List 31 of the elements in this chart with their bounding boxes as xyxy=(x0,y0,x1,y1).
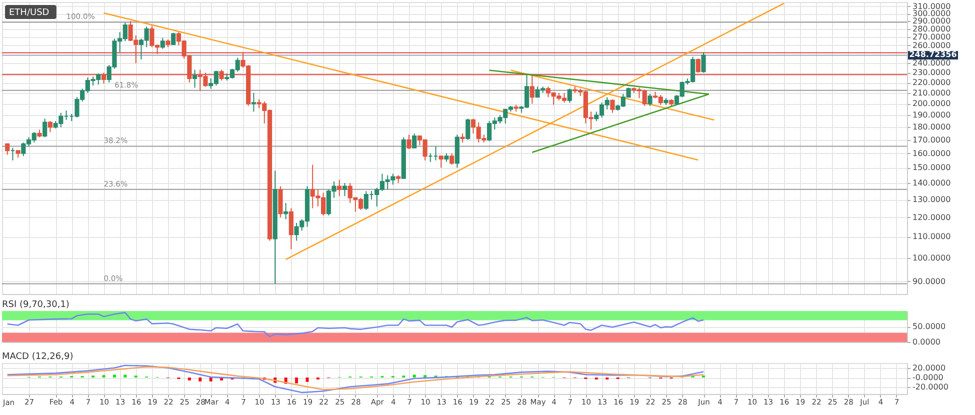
y-tick-label: -0.0000 xyxy=(912,373,944,382)
y-tick-label: 150.0000 xyxy=(912,163,951,172)
chart-title: MACD (12,26,9) xyxy=(2,352,74,362)
y-tick-label: 160.0000 xyxy=(912,148,951,158)
y-tick-label: 240.0000 xyxy=(912,58,951,68)
y-tick-label: 110.0000 xyxy=(912,232,951,242)
y-tick-label: 270.0000 xyxy=(912,32,951,42)
y-tick-label: 200.0000 xyxy=(912,99,951,108)
text: ETH/USD xyxy=(9,8,50,18)
y-tick-label: 180.0000 xyxy=(912,122,951,132)
y-tick-label: 170.0000 xyxy=(912,135,951,144)
y-tick-label: 50.0000 xyxy=(912,322,946,331)
chart-title: RSI (9,70,30,1) xyxy=(2,300,70,310)
y-tick-label: 100.0000 xyxy=(912,253,951,262)
y-tick-label: 20.0000 xyxy=(912,363,946,372)
y-tick-label: 90.0000 xyxy=(912,276,946,286)
y-tick-label: 290.0000 xyxy=(912,16,951,26)
y-tick-label: 220.0000 xyxy=(912,78,951,88)
ref-line-label: 248.72356 xyxy=(909,50,958,60)
y-tick-label: 190.0000 xyxy=(912,110,951,120)
y-tick-label: 140.0000 xyxy=(912,178,951,188)
y-tick-label: 310.0000 xyxy=(912,2,951,11)
y-tick-label: 230.0000 xyxy=(912,68,951,78)
y-tick-label: 300.0000 xyxy=(912,9,951,18)
y-tick-label: -20.0000 xyxy=(912,382,948,392)
y-tick-label: 120.0000 xyxy=(912,212,951,222)
y-tick-label: 260.0000 xyxy=(912,40,951,50)
y-tick-label: 0.0000 xyxy=(912,338,940,346)
y-tick-label: 280.0000 xyxy=(912,24,951,34)
y-tick-label: 130.0000 xyxy=(912,195,951,204)
y-tick-label: 210.0000 xyxy=(912,88,951,98)
